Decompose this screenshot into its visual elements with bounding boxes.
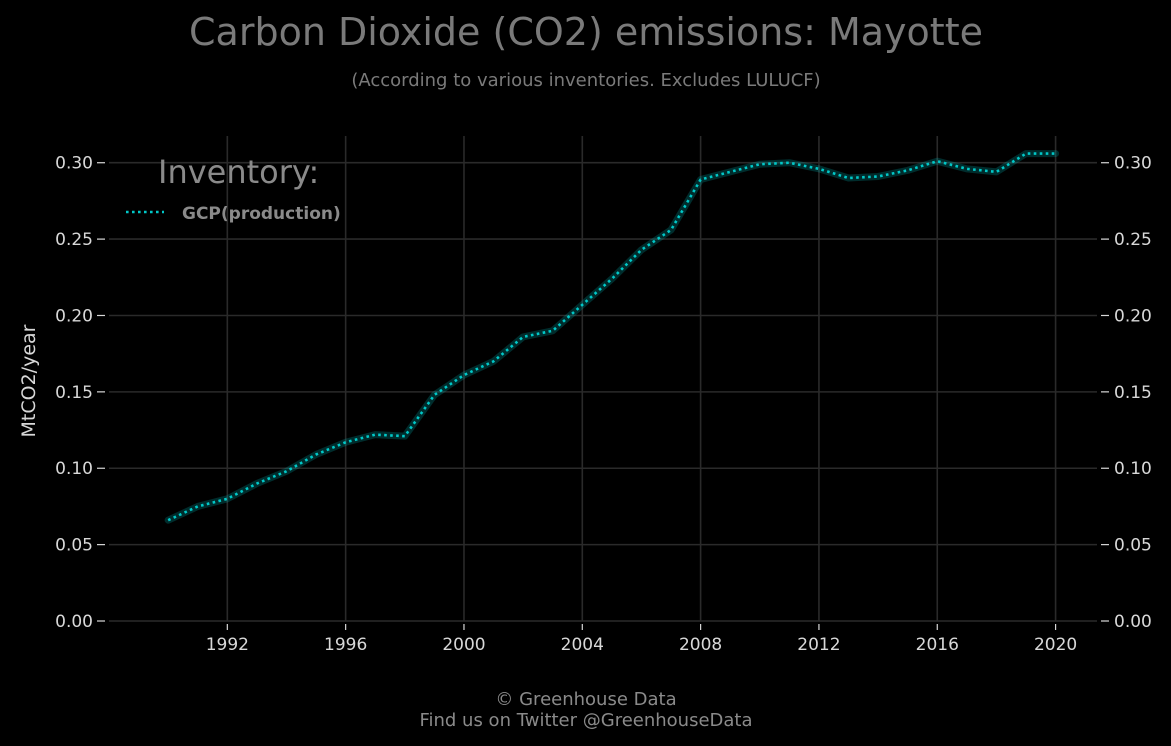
y-tick-label-left: 0.25 [55,230,93,250]
y-tick-label-left: 0.10 [55,459,93,479]
y-tick-label-right: 0.05 [1114,536,1152,556]
x-tick-label: 2000 [442,635,485,655]
y-axis-label: MtCO2/year [18,324,40,437]
chart-title: Carbon Dioxide (CO2) emissions: Mayotte [189,10,983,54]
y-tick-label-right: 0.15 [1114,383,1152,403]
footer-copyright: © Greenhouse Data [495,689,676,710]
series-line-gcp-production [167,152,1056,522]
chart-subtitle: (According to various inventories. Exclu… [351,70,820,91]
x-tick-label: 2008 [679,635,722,655]
legend: Inventory: GCP(production) [126,153,341,224]
y-tick-label-left: 0.30 [55,154,93,174]
y-tick-label-left: 0.05 [55,536,93,556]
footer-twitter: Find us on Twitter @GreenhouseData [419,710,752,731]
x-tick-label: 2004 [561,635,604,655]
y-tick-label-right: 0.25 [1114,230,1152,250]
x-tick-label: 2020 [1034,635,1077,655]
y-tick-label-right: 0.20 [1114,306,1152,326]
series-layer [164,150,1060,524]
legend-title: Inventory: [158,153,319,191]
y-tick-label-left: 0.15 [55,383,93,403]
x-tick-label: 1992 [206,635,249,655]
y-tick-label-left: 0.00 [55,612,93,632]
y-tick-label-right: 0.10 [1114,459,1152,479]
axis-layer: 0.00 0.00 0.05 0.05 0.10 0.10 0.15 0.15 0.20 0.20… [55,154,1152,655]
grid-layer [109,136,1097,622]
y-tick-label-left: 0.20 [55,306,93,326]
x-tick-label: 1996 [324,635,367,655]
y-tick-label-right: 0.00 [1114,612,1152,632]
legend-entry-label: GCP(production) [182,204,341,224]
x-tick-label: 2016 [916,635,959,655]
y-tick-label-right: 0.30 [1114,154,1152,174]
x-tick-label: 2012 [797,635,840,655]
